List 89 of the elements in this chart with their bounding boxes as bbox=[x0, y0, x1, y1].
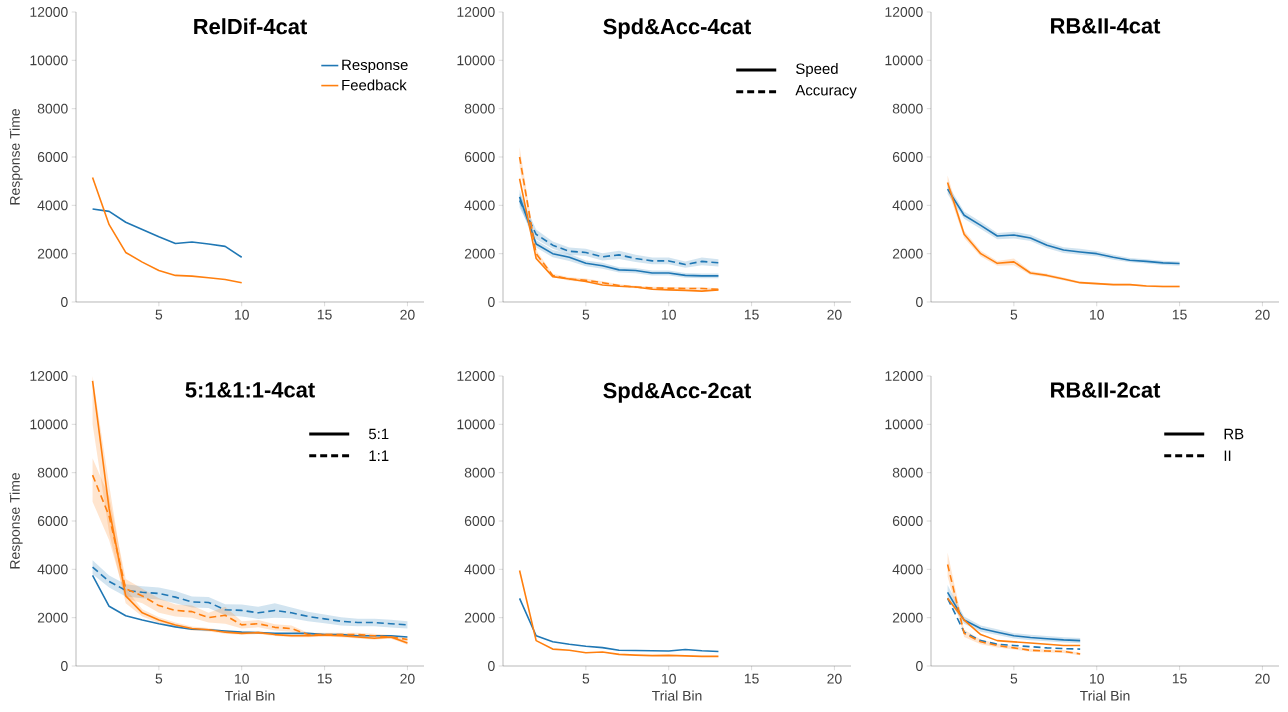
x-tick-label: 5 bbox=[155, 673, 163, 684]
x-tick-label: 15 bbox=[1172, 673, 1187, 684]
x-tick-label: 20 bbox=[400, 309, 415, 320]
y-tick-label: 2000 bbox=[37, 248, 68, 259]
y-tick-label: 12000 bbox=[457, 7, 495, 17]
y-tick-label: 2000 bbox=[37, 612, 68, 623]
y-tick-label: 10000 bbox=[885, 55, 923, 66]
annotation: RB bbox=[1224, 428, 1244, 440]
x-tick-label: 10 bbox=[235, 673, 249, 684]
x-tick-label: 20 bbox=[827, 309, 842, 320]
x-tick-label: 20 bbox=[1255, 673, 1270, 684]
x-tick-label: 20 bbox=[1255, 309, 1270, 320]
line-series bbox=[518, 597, 720, 653]
y-tick-label: 4000 bbox=[464, 564, 495, 575]
y-tick-label: 4000 bbox=[892, 200, 923, 211]
y-tick-label: 8000 bbox=[37, 103, 68, 114]
y-tick-label: 2000 bbox=[464, 612, 495, 623]
y-tick-label: 0 bbox=[916, 297, 923, 307]
y-tick-label: 8000 bbox=[464, 467, 495, 478]
y-tick-label: 10000 bbox=[30, 55, 68, 66]
y-tick-label: 8000 bbox=[37, 467, 68, 478]
y-tick-label: 6000 bbox=[37, 152, 68, 162]
annotation: 5:1 bbox=[368, 428, 389, 440]
y-tick-label: 6000 bbox=[464, 516, 495, 526]
y-tick-label: 8000 bbox=[892, 467, 923, 478]
y-tick-label: 6000 bbox=[37, 516, 68, 526]
line-series bbox=[91, 176, 243, 284]
x-axis-title: Trial Bin bbox=[1080, 690, 1130, 701]
y-tick-label: 0 bbox=[61, 297, 68, 307]
y-tick-label: 2000 bbox=[892, 612, 923, 623]
chart-title: RelDif-4cat bbox=[194, 18, 307, 35]
x-axis-title: Trial Bin bbox=[652, 690, 702, 701]
y-tick-label: 6000 bbox=[892, 152, 923, 162]
x-tick-label: 10 bbox=[662, 309, 676, 320]
annotation: II bbox=[1224, 450, 1231, 461]
y-tick-label: 12000 bbox=[457, 371, 495, 381]
y-tick-label: 0 bbox=[916, 661, 923, 671]
y-tick-label: 12000 bbox=[30, 371, 68, 381]
x-tick-label: 20 bbox=[827, 673, 842, 684]
legend-label: Response bbox=[342, 59, 408, 74]
x-tick-label: 15 bbox=[317, 309, 332, 320]
annotation: 1:1 bbox=[369, 450, 389, 461]
chart-title: Spd&Acc-4cat bbox=[603, 18, 752, 39]
x-tick-label: 15 bbox=[744, 309, 759, 320]
y-tick-label: 6000 bbox=[892, 516, 923, 526]
y-tick-label: 10000 bbox=[885, 419, 923, 430]
x-tick-label: 5 bbox=[1010, 673, 1018, 684]
x-tick-label: 20 bbox=[400, 673, 415, 684]
x-tick-label: 10 bbox=[235, 309, 249, 320]
y-axis-title: Response Time bbox=[9, 473, 23, 569]
x-tick-label: 15 bbox=[744, 673, 759, 684]
x-tick-label: 15 bbox=[317, 673, 332, 684]
x-tick-label: 10 bbox=[1090, 673, 1104, 684]
y-axis-title: Response Time bbox=[9, 109, 23, 205]
line-series bbox=[518, 569, 720, 658]
annotation: Speed bbox=[796, 63, 838, 77]
y-tick-label: 4000 bbox=[37, 200, 68, 211]
y-tick-label: 4000 bbox=[464, 200, 495, 211]
x-tick-label: 10 bbox=[1090, 309, 1104, 320]
y-tick-label: 10000 bbox=[457, 55, 495, 66]
x-tick-label: 5 bbox=[582, 673, 590, 684]
chart-title: 5:1&1:1-4cat bbox=[185, 382, 315, 398]
x-tick-label: 5 bbox=[155, 309, 163, 320]
y-tick-label: 10000 bbox=[457, 419, 495, 430]
chart-title: Spd&Acc-2cat bbox=[603, 382, 752, 403]
y-tick-label: 2000 bbox=[464, 248, 495, 259]
y-tick-label: 6000 bbox=[464, 152, 495, 162]
x-tick-label: 5 bbox=[582, 309, 590, 320]
chart-title: RB&II-2cat bbox=[1051, 382, 1161, 398]
y-tick-label: 12000 bbox=[30, 7, 68, 17]
legend-label: Feedback bbox=[342, 79, 407, 91]
x-axis-title: Trial Bin bbox=[225, 690, 275, 701]
y-tick-label: 8000 bbox=[464, 103, 495, 114]
y-tick-label: 8000 bbox=[892, 103, 923, 114]
y-tick-label: 4000 bbox=[892, 564, 923, 575]
y-tick-label: 2000 bbox=[892, 248, 923, 259]
y-tick-label: 4000 bbox=[37, 564, 68, 575]
y-tick-label: 12000 bbox=[885, 7, 923, 17]
x-tick-label: 10 bbox=[662, 673, 676, 684]
chart-title: RB&II-4cat bbox=[1051, 18, 1161, 34]
y-tick-label: 0 bbox=[488, 297, 495, 307]
y-tick-label: 0 bbox=[488, 661, 495, 671]
y-tick-label: 10000 bbox=[30, 419, 68, 430]
x-tick-label: 5 bbox=[1010, 309, 1018, 320]
annotation: Accuracy bbox=[795, 85, 857, 99]
y-tick-label: 12000 bbox=[885, 371, 923, 381]
x-tick-label: 15 bbox=[1172, 309, 1187, 320]
y-tick-label: 0 bbox=[61, 661, 68, 671]
line-series bbox=[91, 208, 243, 259]
